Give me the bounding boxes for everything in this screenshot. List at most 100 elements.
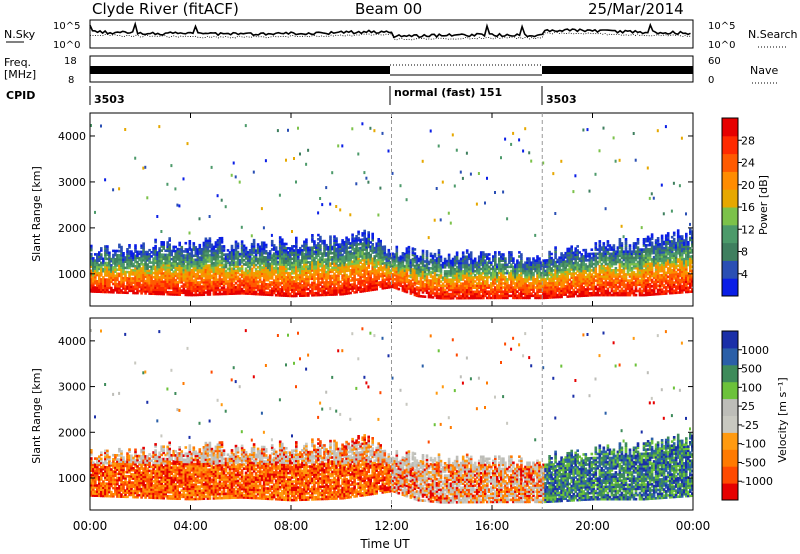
power-cell <box>218 239 222 242</box>
power-cell <box>413 281 417 284</box>
power-cell <box>506 288 509 291</box>
power-cell <box>331 289 334 292</box>
power-cell <box>500 263 503 267</box>
power-cell <box>524 292 527 295</box>
power-cell <box>178 287 181 290</box>
power-cell <box>514 292 517 295</box>
power-cell <box>536 275 539 279</box>
power-cell <box>357 236 360 240</box>
power-cell <box>299 292 302 295</box>
power-cell <box>152 259 155 262</box>
power-cell <box>417 292 421 296</box>
power-cell <box>351 268 354 272</box>
power-cell <box>120 283 123 286</box>
power-cell <box>152 261 155 264</box>
power-cell <box>482 278 485 281</box>
power-heatmap-cells <box>90 122 693 300</box>
power-cell <box>383 251 387 255</box>
power-cell <box>272 271 276 274</box>
power-cell <box>301 275 304 279</box>
power-cell <box>281 281 284 285</box>
power-cell <box>260 241 264 244</box>
power-cell <box>303 240 306 244</box>
power-cell <box>363 240 366 243</box>
power-cell <box>401 252 405 255</box>
power-cell <box>301 294 304 297</box>
power-cell <box>451 265 455 269</box>
power-cell <box>130 262 133 266</box>
power-cell <box>246 288 250 291</box>
power-cell <box>160 249 163 252</box>
power-cell <box>295 257 298 260</box>
power-cell <box>492 292 495 295</box>
power-cell <box>488 259 491 262</box>
power-cell <box>323 275 326 278</box>
power-cell <box>246 279 250 283</box>
power-cell <box>536 273 539 277</box>
power-cell <box>190 285 194 289</box>
power-cell <box>124 274 127 278</box>
power-cell <box>212 249 216 253</box>
power-cell <box>122 285 125 288</box>
power-cell <box>361 269 364 272</box>
power-cell <box>124 289 127 292</box>
power-cell <box>526 257 529 260</box>
power-cell <box>146 255 149 258</box>
power-cell <box>196 281 200 284</box>
power-cell <box>204 283 208 286</box>
power-cell <box>387 275 391 279</box>
power-cell <box>94 259 97 262</box>
power-cell <box>506 280 509 283</box>
power-cell <box>180 285 184 288</box>
power-cell <box>198 274 202 278</box>
power-cell <box>365 285 368 288</box>
power-cell <box>130 279 133 282</box>
power-cell <box>373 273 376 277</box>
power-cell <box>90 279 93 283</box>
power-cell <box>327 293 330 296</box>
power-cell <box>564 287 567 290</box>
power-cell <box>236 283 240 287</box>
power-cell <box>218 245 222 248</box>
power-cell <box>152 253 155 256</box>
power-cell <box>538 290 541 293</box>
power-cell <box>516 259 519 262</box>
power-cell <box>172 293 175 296</box>
power-cell <box>204 254 208 257</box>
power-cell <box>550 269 553 272</box>
power-cell <box>224 261 228 265</box>
power-cell <box>108 263 111 267</box>
power-cell <box>339 293 342 296</box>
power-cell <box>98 265 101 269</box>
power-cell <box>451 290 455 294</box>
power-cell <box>562 281 565 284</box>
power-cell <box>359 282 362 285</box>
power-cell <box>542 292 545 295</box>
power-cell <box>516 273 519 277</box>
power-cell <box>530 284 533 287</box>
power-cell <box>556 289 559 293</box>
power-cell <box>365 281 368 284</box>
power-cell <box>345 267 348 271</box>
power-cell <box>118 264 121 267</box>
power-cell <box>451 274 455 277</box>
power-cell <box>351 262 354 266</box>
power-cell <box>542 296 545 300</box>
power-cell <box>190 254 194 258</box>
power-cell <box>558 270 561 274</box>
power-cell <box>264 276 268 280</box>
power-cell <box>475 282 479 285</box>
power-cell <box>552 294 555 297</box>
power-cell <box>102 276 105 279</box>
power-cell <box>154 257 157 260</box>
power-cell <box>162 282 165 286</box>
power-cell <box>240 271 244 274</box>
power-cell <box>96 265 99 269</box>
power-cell <box>542 261 545 264</box>
power-cell <box>212 272 216 275</box>
power-cell <box>212 266 216 269</box>
power-cell <box>343 245 346 248</box>
power-cell <box>230 286 234 289</box>
power-cell <box>301 290 304 293</box>
power-cell <box>144 259 147 262</box>
